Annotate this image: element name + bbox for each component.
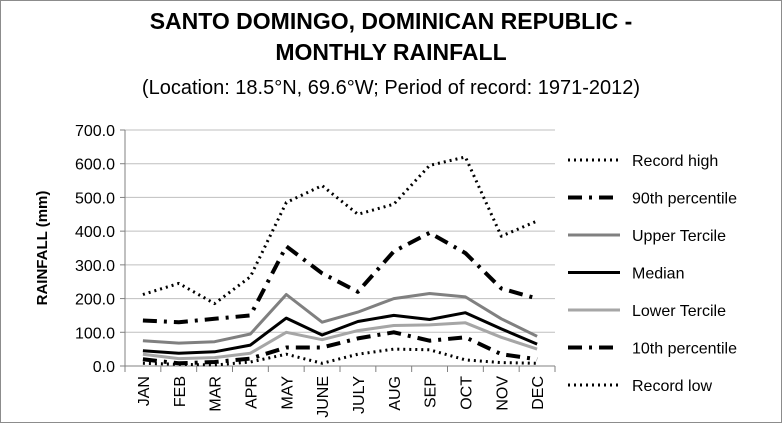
y-tick-label: 0.0	[93, 359, 115, 376]
series-line	[142, 330, 538, 366]
legend-label: Upper Tercile	[632, 228, 726, 245]
x-tick-label: NOV	[494, 376, 511, 411]
y-tick-label: 500.0	[75, 190, 115, 207]
x-tick-label: JULY	[351, 376, 368, 414]
x-tick-label: APR	[243, 376, 260, 409]
y-tick-label: 600.0	[75, 157, 115, 174]
x-tick-label: JAN	[136, 376, 153, 406]
x-tick-label: JUNE	[315, 376, 332, 418]
y-tick-label: 700.0	[75, 123, 115, 140]
x-tick-label: MAR	[208, 376, 225, 412]
y-tick-label: 300.0	[75, 258, 115, 275]
y-tick-label: 100.0	[75, 325, 115, 342]
x-tick-label: AUG	[387, 376, 404, 411]
chart-title: SANTO DOMINGO, DOMINICAN REPUBLIC -	[149, 8, 633, 34]
y-axis-label: RAINFALL (mm)	[34, 191, 51, 306]
x-tick-label: SEP	[423, 376, 440, 408]
legend-label: 90th percentile	[632, 191, 737, 208]
series-line	[142, 155, 538, 306]
legend-label: Record low	[632, 378, 712, 395]
series-line	[142, 230, 538, 325]
chart-subtitle: (Location: 18.5°N, 69.6°W; Period of rec…	[141, 77, 641, 99]
legend-label: Record high	[632, 153, 718, 170]
series-line	[142, 292, 538, 345]
legend-label: 10th percentile	[632, 341, 737, 358]
series-line	[142, 321, 538, 361]
x-tick-label: MAY	[279, 376, 296, 410]
legend-label: Lower Tercile	[632, 303, 726, 320]
x-tick-label: FEB	[172, 376, 189, 407]
chart-title-line2: MONTHLY RAINFALL	[275, 39, 507, 65]
y-tick-label: 200.0	[75, 292, 115, 309]
series-line	[142, 311, 538, 355]
y-tick-label: 400.0	[75, 224, 115, 241]
series-line	[142, 347, 538, 367]
legend-label: Median	[632, 266, 684, 283]
x-tick-label: OCT	[458, 376, 475, 410]
x-tick-label: DEC	[530, 376, 547, 410]
